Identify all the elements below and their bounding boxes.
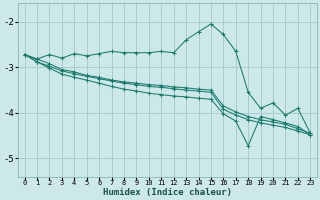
X-axis label: Humidex (Indice chaleur): Humidex (Indice chaleur) bbox=[103, 188, 232, 197]
